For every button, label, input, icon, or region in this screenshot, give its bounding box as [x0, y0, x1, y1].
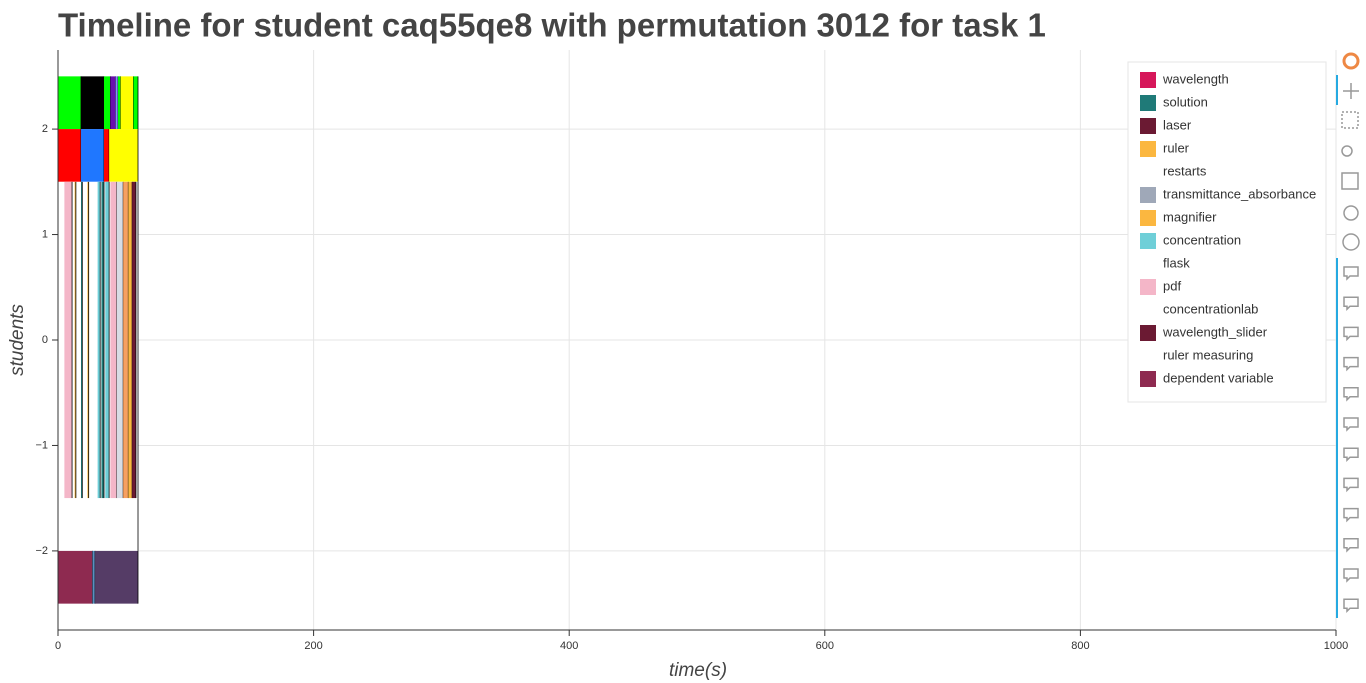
y-tick-label: −2: [35, 545, 48, 557]
x-tick-label: 800: [1071, 640, 1089, 652]
segment: [81, 181, 83, 499]
legend-swatch: [1140, 371, 1156, 387]
segment: [58, 129, 82, 182]
legend-label: dependent variable: [1163, 370, 1274, 385]
legend-label: ruler: [1163, 140, 1190, 155]
hover-tool[interactable]: [1343, 326, 1359, 342]
legend-box: [1127, 61, 1327, 403]
legend-label: magnifier: [1163, 209, 1217, 224]
hover-tool[interactable]: [1343, 598, 1359, 614]
legend-swatch: [1140, 256, 1156, 272]
legend-swatch: [1140, 233, 1156, 249]
segment: [95, 550, 139, 604]
save-tool[interactable]: [1341, 172, 1359, 190]
hover-tool[interactable]: [1343, 387, 1359, 402]
plot-area: 0 200 400 600 800 1000 −2 −1 0 1 2 wavelength soluti…: [35, 50, 1348, 652]
toolbar: [1336, 52, 1360, 618]
legend-swatch: [1140, 348, 1156, 364]
legend-label: transmittance_absorbance: [1163, 186, 1316, 201]
segment: [110, 181, 117, 499]
segment: [104, 76, 111, 130]
hover-tool[interactable]: [1343, 447, 1359, 463]
legend-swatch: [1140, 164, 1156, 180]
legend-label: flask: [1163, 255, 1190, 270]
reset-tool[interactable]: [1343, 205, 1359, 221]
legend-label: laser: [1163, 117, 1192, 132]
help-tool[interactable]: [1342, 233, 1360, 251]
hover-tool[interactable]: [1343, 266, 1359, 281]
segment: [64, 181, 73, 499]
hover-tool[interactable]: [1343, 356, 1359, 372]
y-tick-label: 0: [42, 334, 48, 346]
box-zoom-tool[interactable]: [1341, 111, 1359, 129]
x-tick-label: 0: [55, 640, 61, 652]
x-tick-label: 200: [304, 640, 322, 652]
y-tick-label: 1: [42, 228, 48, 240]
legend-swatch: [1140, 187, 1156, 203]
segment: [104, 129, 110, 182]
segment: [81, 76, 105, 130]
logo: [1342, 52, 1360, 70]
wheel-zoom-tool[interactable]: [1341, 145, 1353, 157]
segment: [110, 76, 116, 130]
segment: [81, 129, 105, 182]
hover-tool[interactable]: [1343, 568, 1359, 583]
legend-label: ruler measuring: [1163, 347, 1253, 362]
hover-tool[interactable]: [1343, 538, 1359, 553]
x-tick-label: 400: [560, 640, 578, 652]
x-tick-label: 600: [816, 640, 834, 652]
legend-label: pdf: [1163, 278, 1181, 293]
chart-title: Timeline for student caq55qe8 with permu…: [58, 7, 1046, 44]
legend-swatch: [1140, 72, 1156, 88]
legend-label: concentration: [1163, 232, 1241, 247]
hover-tool[interactable]: [1343, 417, 1359, 432]
legend-swatch: [1140, 325, 1156, 341]
hover-tool[interactable]: [1343, 477, 1359, 493]
segment: [101, 181, 105, 499]
segment: [109, 129, 139, 182]
y-tick-label: 2: [42, 123, 48, 135]
x-axis-label: time(s): [669, 660, 727, 681]
segment: [105, 181, 110, 499]
segment: [132, 181, 136, 499]
legend-label: wavelength: [1162, 71, 1229, 86]
legend-swatch: [1140, 279, 1156, 295]
legend-swatch: [1140, 302, 1156, 318]
y-axis-label: students: [7, 304, 28, 376]
legend-swatch: [1140, 141, 1156, 157]
hover-tool[interactable]: [1343, 507, 1359, 523]
segment: [58, 498, 139, 551]
segment: [128, 181, 133, 499]
segment: [58, 550, 93, 604]
segment: [133, 76, 139, 130]
segment: [116, 181, 124, 499]
hover-tool[interactable]: [1343, 296, 1359, 312]
legend-swatch: [1140, 95, 1156, 111]
legend-label: wavelength_slider: [1162, 324, 1268, 339]
segment: [74, 181, 76, 499]
legend-swatch: [1140, 118, 1156, 134]
hover-tools: [1343, 266, 1359, 614]
y-tick-label: −1: [35, 439, 48, 451]
legend-swatch: [1140, 210, 1156, 226]
legend-label: solution: [1163, 94, 1208, 109]
segment: [120, 76, 134, 130]
x-tick-label: 1000: [1324, 640, 1348, 652]
segment: [118, 76, 121, 130]
pan-tool[interactable]: [1343, 83, 1359, 99]
segment: [123, 181, 129, 499]
legend-label: restarts: [1163, 163, 1207, 178]
legend-label: concentrationlab: [1163, 301, 1258, 316]
segment: [97, 181, 101, 499]
segment: [92, 550, 96, 604]
segment: [87, 181, 89, 499]
segment: [115, 76, 119, 130]
segment: [58, 76, 82, 130]
